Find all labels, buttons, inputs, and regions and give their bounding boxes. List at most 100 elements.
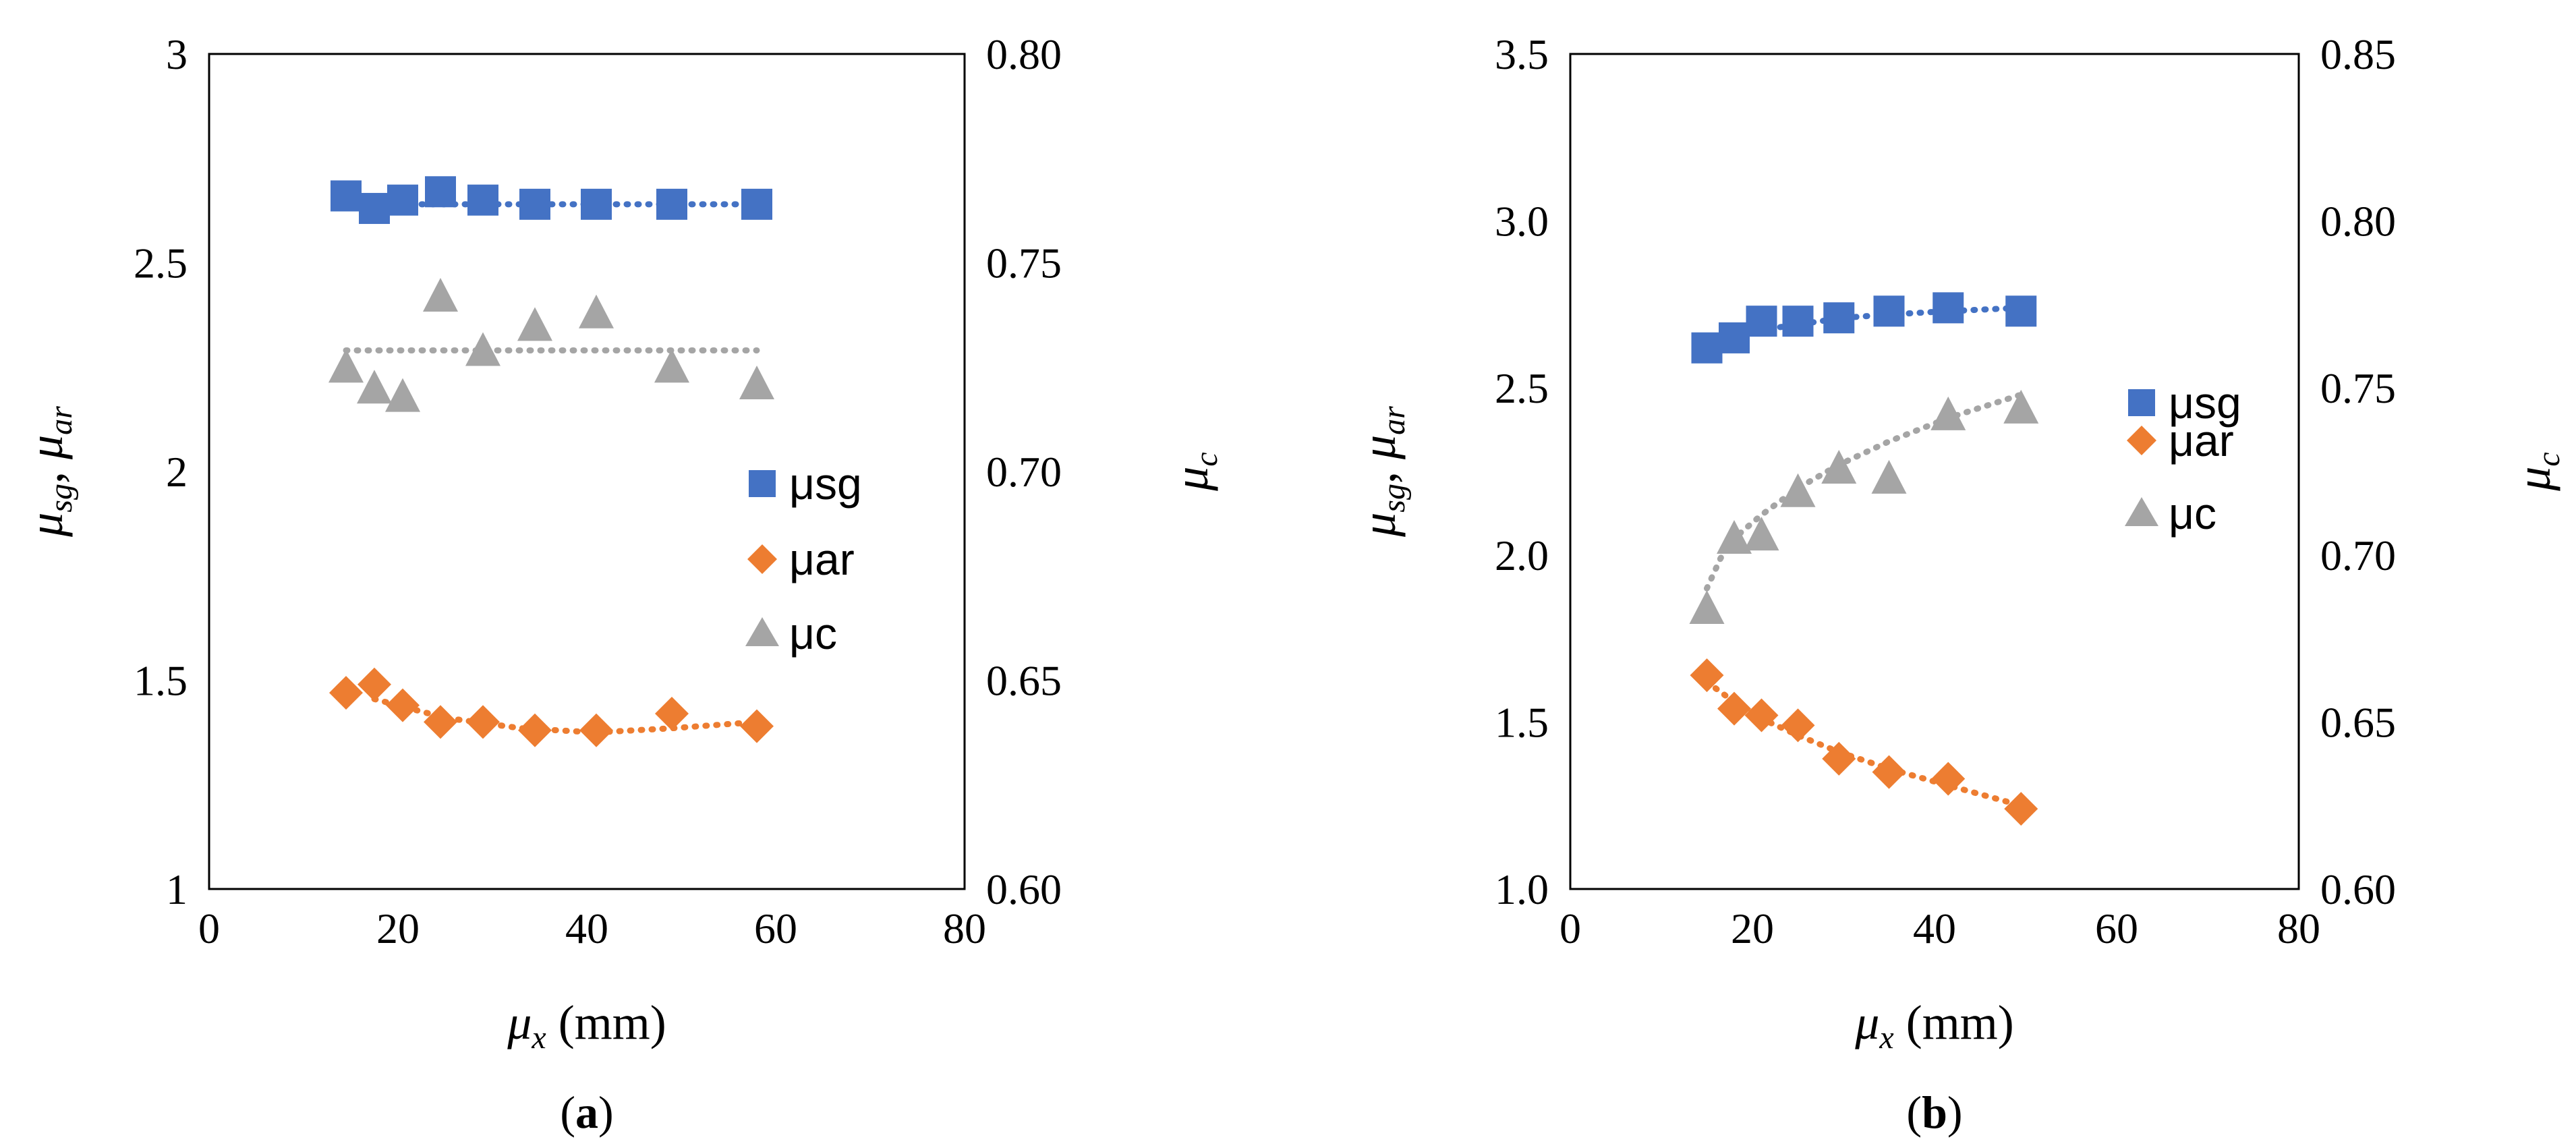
point-c	[357, 370, 392, 404]
chart-panel-a: 0 20 40 60 80 1 1.5 2 2.5 3 0.60 0.65 0.70 0.75 0.80…	[19, 30, 1224, 1138]
point-c	[739, 366, 774, 400]
legend-label-c-a: μc	[789, 608, 837, 658]
point-ar	[740, 709, 774, 743]
right-y-tick-label: 0.75	[2320, 364, 2396, 412]
right-y-tick-labels-a: 0.60 0.65 0.70 0.75 0.80	[986, 30, 1062, 913]
point-ar	[1781, 708, 1815, 743]
left-y-tick-labels-a: 1 1.5 2 2.5 3	[134, 30, 188, 913]
left-y-axis-label-a: μsg, μar	[19, 406, 79, 538]
point-ar	[579, 713, 613, 747]
plot-frame-a	[208, 53, 966, 890]
point-ar	[1822, 741, 1856, 776]
right-y-tick-label: 0.85	[2320, 30, 2396, 78]
point-ar	[1717, 691, 1751, 726]
right-y-tick-labels-b: 0.60 0.65 0.70 0.75 0.80 0.85	[2320, 30, 2396, 913]
right-y-tick-label: 0.80	[2320, 198, 2396, 246]
point-ar	[1744, 698, 1779, 733]
left-y-tick-label: 1.5	[134, 657, 188, 705]
point-c	[2003, 389, 2039, 424]
point-c	[517, 307, 552, 341]
point-sg	[1823, 302, 1855, 334]
point-c	[579, 294, 614, 328]
legend-marker-c-a	[745, 617, 779, 646]
left-y-tick-label: 1.0	[1495, 865, 1549, 913]
x-tick-labels-b: 0 20 40 60 80	[1559, 905, 2320, 952]
point-sg	[387, 184, 418, 216]
point-ar	[424, 705, 457, 739]
point-sg	[1782, 306, 1814, 337]
right-y-tick-label: 0.65	[986, 657, 1062, 705]
point-sg	[359, 193, 390, 225]
point-ar	[386, 688, 420, 722]
x-tick-label: 40	[1913, 905, 1956, 952]
left-y-tick-label: 2.0	[1495, 532, 1549, 579]
panel-label-a: (a)	[560, 1087, 613, 1138]
x-tick-label: 20	[1731, 905, 1774, 952]
point-ar	[655, 697, 689, 731]
point-ar	[1690, 658, 1724, 693]
x-tick-label: 60	[2095, 905, 2138, 952]
point-ar	[2004, 792, 2038, 826]
right-y-tick-label: 0.60	[2320, 865, 2396, 913]
point-sg	[1746, 306, 1777, 337]
right-y-tick-label: 0.65	[2320, 698, 2396, 746]
trendlines-b	[1704, 304, 2024, 809]
point-c	[385, 378, 420, 412]
point-sg	[1719, 322, 1750, 353]
data-points-b	[1689, 292, 2039, 826]
point-ar	[357, 667, 391, 701]
point-ar	[466, 705, 500, 739]
right-y-tick-label: 0.70	[2320, 532, 2396, 579]
point-c	[654, 349, 689, 383]
trendline-c	[1704, 391, 2024, 592]
trendline-ar	[1704, 679, 2024, 809]
right-y-tick-label: 0.75	[986, 239, 1062, 287]
data-points-a	[328, 176, 774, 747]
point-c	[328, 349, 364, 383]
legend-b: μsg μar μc	[2125, 378, 2241, 538]
point-c	[1821, 450, 1857, 484]
legend-a: μsg μar μc	[745, 459, 862, 658]
left-y-tick-label: 1	[166, 865, 188, 913]
left-y-tick-label: 1.5	[1495, 698, 1549, 746]
legend-label-c-b: μc	[2169, 488, 2216, 538]
legend-label-ar-a: μar	[789, 534, 855, 584]
point-ar	[329, 676, 363, 710]
chart-panel-b: 0 20 40 60 80 1.0 1.5 2.0 2.5 3.0 3.5 0.60 0.65 0.7…	[1352, 30, 2567, 1138]
point-ar	[1931, 762, 1966, 796]
legend-marker-sg-b	[2128, 389, 2155, 416]
x-tick-label: 80	[943, 905, 986, 952]
right-y-tick-label: 0.70	[986, 448, 1062, 496]
x-axis-label-a: μx (mm)	[507, 996, 666, 1056]
point-c	[1717, 520, 1752, 554]
x-tick-label: 60	[754, 905, 797, 952]
left-y-tick-labels-b: 1.0 1.5 2.0 2.5 3.0 3.5	[1495, 30, 1549, 913]
left-y-tick-label: 3	[166, 30, 188, 78]
point-sg	[741, 188, 772, 220]
plot-frame-b	[1569, 53, 2300, 890]
right-y-tick-label: 0.80	[986, 30, 1062, 78]
point-sg	[581, 188, 612, 220]
point-sg	[2005, 295, 2037, 327]
point-c	[1689, 590, 1725, 625]
right-y-axis-label-a: μc	[1164, 452, 1224, 491]
trendlines-a	[343, 201, 760, 736]
point-c	[465, 332, 500, 366]
point-sg	[467, 184, 498, 216]
trendline-ar	[371, 695, 760, 736]
x-tick-label: 0	[198, 905, 220, 952]
legend-marker-ar-b	[2127, 426, 2156, 455]
x-tick-label: 80	[2277, 905, 2320, 952]
left-y-tick-label: 2.5	[1495, 364, 1549, 412]
point-sg	[1873, 295, 1905, 327]
point-c	[423, 278, 458, 312]
legend-marker-ar-a	[747, 544, 777, 574]
left-y-tick-label: 2	[166, 448, 188, 496]
left-y-tick-label: 2.5	[134, 239, 188, 287]
x-tick-label: 0	[1559, 905, 1581, 952]
point-ar	[518, 713, 552, 747]
left-y-axis-label-b: μsg, μar	[1352, 406, 1412, 538]
legend-label-sg-a: μsg	[789, 459, 862, 509]
x-tick-labels-a: 0 20 40 60 80	[198, 905, 986, 952]
